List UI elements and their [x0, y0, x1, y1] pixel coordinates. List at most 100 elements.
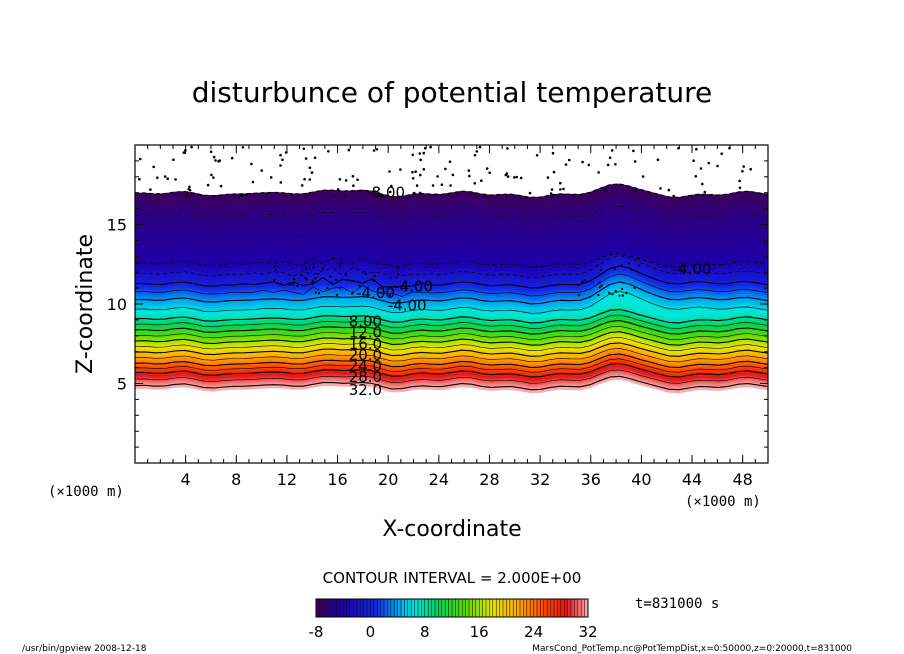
colorbar-cell [387, 599, 392, 617]
colorbar-cell [397, 599, 402, 617]
speckle [667, 188, 671, 192]
speckle [364, 272, 367, 275]
colorbar-cell [554, 599, 558, 617]
colorbar-tick-label: 16 [470, 623, 489, 641]
colorbar-cell [469, 599, 473, 617]
speckle [738, 179, 741, 183]
speckle [352, 184, 355, 187]
speckle [212, 155, 216, 159]
colorbar-cell [438, 599, 443, 617]
speckle [475, 150, 479, 153]
speckle [598, 281, 601, 284]
speckle [707, 161, 711, 165]
speckle [329, 281, 332, 284]
speckle [399, 168, 402, 171]
contour-interval-text: CONTOUR INTERVAL = 2.000E+00 [323, 569, 582, 587]
speckle [699, 167, 703, 170]
speckle [343, 194, 346, 198]
speckle [627, 262, 630, 265]
speckle [300, 274, 303, 277]
contour-label: 32.0 [349, 381, 382, 399]
speckle [564, 163, 568, 166]
x-tick-label: 40 [631, 470, 651, 489]
speckle [372, 149, 376, 152]
speckle [308, 178, 312, 181]
speckle [317, 292, 320, 295]
contour-label: -8.00 [366, 184, 405, 202]
contour-label: -4.00 [394, 278, 433, 296]
speckle [701, 182, 704, 186]
speckle [300, 184, 304, 187]
contour-line [135, 336, 768, 352]
x-tick-label: 16 [327, 470, 347, 489]
speckle [382, 291, 385, 294]
colorbar-tick-labels: -8 0 8 16 24 32 [309, 623, 598, 641]
footer-right: MarsCond_PotTemp.nc@PotTempDist,x=0:5000… [532, 644, 852, 654]
colorbar-cell [390, 599, 395, 617]
speckle [468, 174, 471, 178]
speckle [351, 292, 354, 295]
speckle [188, 185, 191, 189]
colorbar-cell [411, 599, 415, 617]
speckle [611, 293, 614, 296]
speckle [411, 170, 414, 174]
colorbar-cell [581, 599, 585, 617]
speckle [506, 147, 509, 150]
speckle [340, 262, 343, 265]
speckle [279, 181, 283, 184]
colorbar-tick-label: 8 [420, 623, 430, 641]
field-strip [135, 183, 768, 200]
speckle [411, 153, 415, 157]
colorbar-cell [530, 599, 534, 617]
speckle [314, 277, 317, 280]
colorbar-cell [329, 599, 334, 617]
speckle [174, 178, 177, 181]
speckle [577, 283, 580, 287]
speckle [338, 178, 342, 181]
colorbar-cell [520, 599, 524, 617]
colorbar-cell [445, 599, 449, 617]
y-axis-title: Z-coordinate [73, 234, 98, 374]
speckle [206, 183, 210, 187]
speckle [356, 178, 359, 181]
y-tick-label: 15 [107, 216, 127, 235]
speckle [559, 181, 562, 185]
x-tick-label: 24 [429, 470, 449, 489]
speckle [634, 189, 637, 192]
colorbar-cell [571, 599, 575, 617]
speckle [338, 263, 341, 266]
contour-line [135, 308, 768, 324]
colorbar-cell [367, 599, 371, 617]
speckle [380, 194, 384, 198]
speckle [633, 160, 637, 163]
colorbar-cell [574, 599, 579, 617]
speckle [313, 156, 317, 159]
speckle [440, 183, 444, 186]
speckle [630, 268, 633, 271]
speckle [326, 287, 329, 290]
time-label: t=831000 s [635, 596, 719, 612]
colorbar-cell [496, 599, 500, 617]
colorbar-cell [506, 599, 511, 617]
footer-left: /usr/bin/gpview 2008-12-18 [22, 644, 147, 654]
speckle [672, 194, 675, 198]
speckle [288, 283, 291, 286]
contour-line [135, 342, 768, 357]
colorbar-cell [560, 599, 565, 617]
speckle [311, 281, 314, 284]
contour-line [135, 331, 768, 346]
colorbar-cell [370, 599, 375, 617]
colorbar-cell [540, 599, 545, 617]
speckle [446, 193, 450, 197]
speckle [614, 289, 617, 293]
x-unit-label-right: (×1000 m) [685, 494, 761, 510]
speckle [274, 268, 277, 271]
speckle [742, 165, 745, 168]
speckle [444, 167, 447, 171]
colorbar-tick-label: -8 [309, 623, 324, 641]
contour-line [135, 253, 768, 269]
speckle [230, 156, 234, 160]
colorbar-tick-label: 24 [524, 623, 543, 641]
x-tick-label: 48 [733, 470, 753, 489]
speckle [535, 154, 539, 157]
